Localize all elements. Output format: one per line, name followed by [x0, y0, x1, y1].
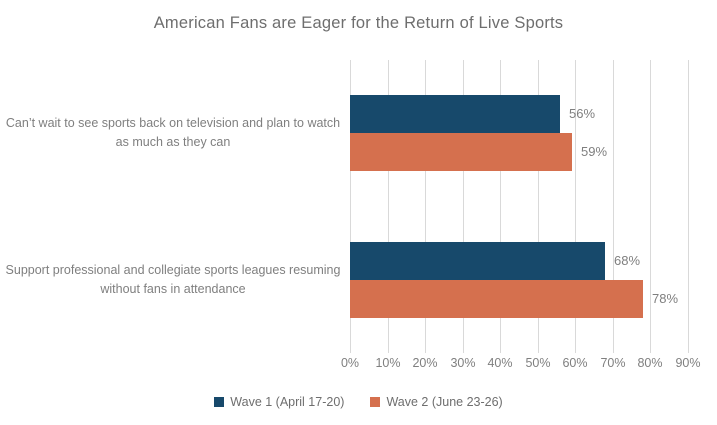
gridline-0%	[350, 60, 351, 353]
gridline-20%	[425, 60, 426, 353]
bar-value-label: 78%	[652, 291, 679, 306]
bar-value-label: 59%	[581, 144, 608, 159]
legend-item-wave1: Wave 1 (April 17-20)	[214, 395, 344, 409]
chart-title: American Fans are Eager for the Return o…	[153, 14, 564, 32]
category-label: Can’t wait to see sports back on televis…	[5, 116, 341, 149]
gridline-80%	[650, 60, 651, 353]
legend-item-wave2: Wave 2 (June 23-26)	[370, 395, 503, 409]
x-tick-label: 50%	[525, 356, 551, 370]
gridline-90%	[688, 60, 689, 353]
legend: Wave 1 (April 17-20) Wave 2 (June 23-26)	[0, 395, 717, 409]
bar-series2-group2	[350, 280, 643, 318]
x-tick-label: 10%	[375, 356, 401, 370]
bar-series2-group1	[350, 133, 572, 171]
x-tick-label: 0%	[340, 356, 360, 370]
x-tick-label: 80%	[637, 356, 663, 370]
x-tick-label: 90%	[675, 356, 701, 370]
x-axis: 0% 10% 20% 30% 40% 50% 60% 70% 80% 90%	[0, 356, 717, 374]
gridline-50%	[538, 60, 539, 353]
x-tick-label: 70%	[600, 356, 626, 370]
x-tick-label: 40%	[487, 356, 513, 370]
legend-swatch-icon	[214, 397, 225, 407]
bar-series1-group1	[350, 95, 560, 133]
legend-swatch-icon	[370, 397, 381, 407]
category-label: Support professional and collegiate spor…	[5, 263, 341, 296]
plot-area: 56% 59% 68% 78%	[350, 60, 689, 353]
gridline-40%	[500, 60, 501, 353]
bar-value-label: 68%	[614, 253, 641, 268]
bar-value-label: 56%	[569, 106, 596, 121]
gridline-60%	[575, 60, 576, 353]
x-tick-label: 20%	[412, 356, 438, 370]
bar-series1-group2	[350, 242, 605, 280]
gridline-70%	[613, 60, 614, 353]
legend-label: Wave 1 (April 17-20)	[230, 395, 345, 409]
x-tick-label: 60%	[562, 356, 588, 370]
gridline-30%	[463, 60, 464, 353]
gridline-10%	[388, 60, 389, 353]
x-tick-label: 30%	[450, 356, 476, 370]
legend-label: Wave 2 (June 23-26)	[386, 395, 503, 409]
